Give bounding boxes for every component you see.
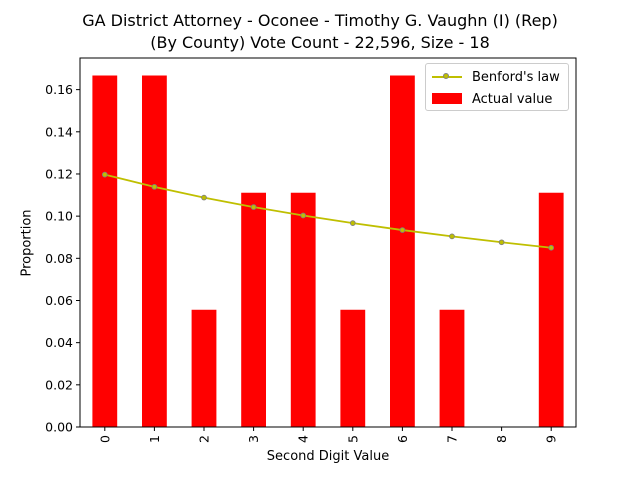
y-tick-label: 0.06: [45, 293, 73, 308]
bar-4: [290, 192, 316, 427]
y-tick-label: 0.08: [45, 251, 73, 266]
bar-9: [538, 192, 564, 427]
chart-subtitle: (By County) Vote Count - 22,596, Size - …: [150, 33, 490, 52]
x-tick-label: 4: [296, 435, 311, 443]
x-tick-label: 8: [494, 435, 509, 443]
benford-point-8: [498, 239, 505, 246]
bar-5: [340, 309, 366, 427]
x-tick-label: 5: [345, 435, 360, 443]
x-tick-label: 2: [197, 435, 212, 443]
legend-item-benford: Benford's law: [432, 67, 560, 87]
bar-0: [92, 75, 118, 427]
bar-1: [142, 75, 167, 427]
bar-3: [241, 192, 266, 427]
chart-legend: Benford's law Actual value: [425, 63, 569, 111]
benford-point-5: [349, 220, 356, 226]
benford-point-1: [151, 183, 158, 190]
y-tick-label: 0.12: [45, 166, 73, 181]
y-tick-label: 0.10: [45, 209, 73, 224]
y-tick-label: 0.14: [45, 124, 73, 139]
x-axis-label: Second Digit Value: [266, 449, 390, 464]
benford-point-0: [101, 171, 108, 178]
benford-line: [104, 173, 552, 249]
bar-7: [439, 309, 465, 427]
bar-2: [191, 309, 217, 427]
benford-point-7: [449, 233, 455, 240]
legend-bar-swatch-icon: [432, 89, 462, 109]
bar-6: [390, 75, 415, 427]
y-tick-label: 0.02: [45, 377, 73, 392]
y-tick-label: 0.00: [45, 420, 73, 435]
legend-item-actual: Actual value: [432, 89, 552, 109]
benford-point-2: [201, 194, 207, 201]
x-tick-label: 0: [97, 435, 112, 443]
legend-line-marker-icon: [432, 67, 462, 87]
x-tick-label: 3: [246, 435, 261, 443]
plot-frame: [79, 57, 577, 428]
y-axis-label: Proportion: [19, 209, 35, 277]
benford-point-4: [300, 212, 307, 219]
y-tick-label: 0.04: [45, 335, 73, 350]
y-tick-label: 0.16: [45, 82, 73, 97]
benford-point-6: [399, 227, 406, 233]
benford-point-9: [548, 244, 555, 251]
chart-title: GA District Attorney - Oconee - Timothy …: [82, 11, 558, 30]
x-tick-label: 9: [544, 435, 559, 443]
x-tick-label: 6: [395, 435, 410, 443]
x-tick-label: 7: [445, 435, 460, 443]
x-tick-label: 1: [147, 435, 162, 443]
legend-label-benford: Benford's law: [472, 69, 560, 85]
benford-point-3: [250, 204, 257, 210]
legend-label-actual: Actual value: [472, 91, 553, 107]
